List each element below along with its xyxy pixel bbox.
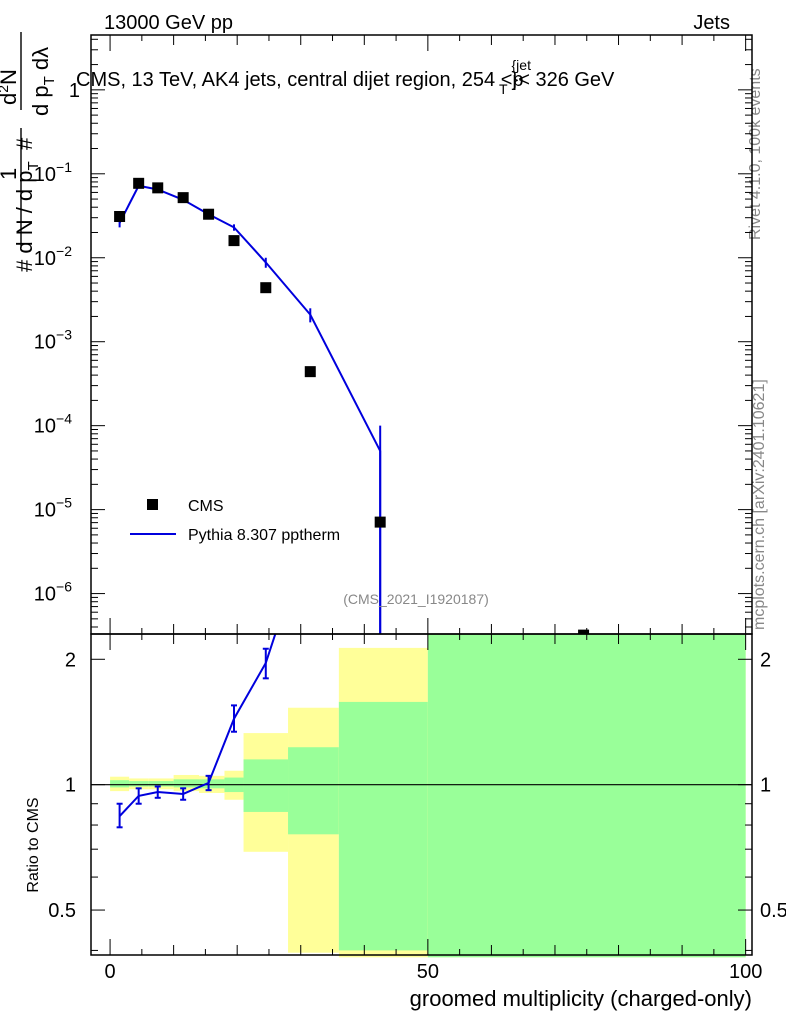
main-ylabel: # d N / d pT 1 # d2N d pT dλ <box>0 32 58 272</box>
ratio-frame <box>90 633 753 956</box>
ylabel-sup2: 2 <box>0 85 11 93</box>
legend-cms-label: CMS <box>188 498 224 515</box>
legend: CMS Pythia 8.307 pptherm <box>130 498 340 544</box>
main-ytick-label: 10−1 <box>34 159 72 186</box>
header-left: 13000 GeV pp <box>104 12 233 34</box>
main-ytick-exp: −6 <box>56 579 72 595</box>
cms-data-point <box>260 282 272 294</box>
title-pre: CMS, 13 TeV, AK4 jets, central dijet reg… <box>76 69 524 91</box>
svg-text:d pT dλ: d pT dλ <box>28 47 58 116</box>
main-ytick-exp: −4 <box>56 411 72 427</box>
xtick-label: 100 <box>729 961 762 983</box>
ylabel-hash2: # <box>12 137 37 150</box>
main-ytick-label: 10−3 <box>34 327 72 354</box>
ratio-band-stat <box>199 779 225 789</box>
ratio-ytick-label-left: 0.5 <box>48 900 76 922</box>
main-ytick-base: 10 <box>34 416 56 438</box>
ratio-band-stat <box>110 780 130 788</box>
main-ytick-label: 10−6 <box>34 579 72 606</box>
analysis-watermark: (CMS_2021_I1920187) <box>343 591 489 607</box>
pythia-line <box>118 184 382 634</box>
cms-data-point <box>203 208 215 220</box>
main-ytick-exp: −2 <box>56 243 72 259</box>
main-ytick-base: 10 <box>34 500 56 522</box>
main-ytick-base: 10 <box>34 248 56 270</box>
cms-data-point <box>374 516 386 528</box>
legend-cms-marker <box>147 499 158 510</box>
cms-data-point <box>177 192 189 204</box>
main-ytick-base: 10 <box>34 164 56 186</box>
plot-title: CMS, 13 TeV, AK4 jets, central dijet reg… <box>76 57 615 97</box>
ylabel-one: 1 <box>0 168 21 180</box>
cms-data-point <box>133 177 145 189</box>
main-ytick-label: 10−2 <box>34 243 72 270</box>
title-sup: {jet <box>512 57 532 73</box>
axes-layer: 110−110−210−310−410−510−62 21 10.5 0.50 50 10… <box>34 34 786 983</box>
ylabel-dlambda: dλ <box>28 47 53 76</box>
legend-pythia-label: Pythia 8.307 pptherm <box>188 527 340 544</box>
ylabel-dpt: d p <box>28 85 53 116</box>
main-ytick-exp: −1 <box>56 159 72 175</box>
ratio-ytick-label-right: 0.5 <box>760 900 786 922</box>
main-ytick-label: 10−4 <box>34 411 72 438</box>
ratio-band-stat <box>288 747 339 835</box>
ratio-ytick-label-right: 1 <box>760 775 771 797</box>
ratio-ylabel: Ratio to CMS <box>25 797 42 892</box>
title-sub: T <box>499 81 508 97</box>
svg-text:#: # <box>12 137 37 150</box>
main-ytick-base: 10 <box>34 332 56 354</box>
main-ytick-label: 1 <box>69 80 80 102</box>
cms-data-point <box>228 235 240 247</box>
mcplots-label: mcplots.cern.ch [arXiv:2401.10621] <box>751 379 768 630</box>
ratio-band-stat <box>338 701 428 951</box>
ylabel-hash: # <box>12 254 37 272</box>
cms-data-point <box>152 182 164 194</box>
cms-data-point <box>114 211 126 223</box>
ratio-band-stat <box>427 634 746 958</box>
ratio-ytick-label-left: 1 <box>65 775 76 797</box>
ratio-band-stat <box>129 781 149 787</box>
cms-data-point <box>304 366 316 378</box>
ratio-band-stat <box>173 779 200 788</box>
header-right: Jets <box>693 12 730 34</box>
ylabel-d2: d <box>0 93 21 105</box>
ylabel-n: N <box>0 69 21 85</box>
ratio-panel <box>91 633 752 958</box>
xtick-label: 50 <box>417 961 439 983</box>
ratio-ytick-label-right: 2 <box>760 649 771 671</box>
xtick-label: 0 <box>105 961 116 983</box>
ratio-pythia-line <box>118 633 277 817</box>
svg-text:d2N: d2N <box>0 69 21 105</box>
ylabel-dn: d N / d p <box>12 170 37 253</box>
ratio-band-stat <box>148 781 174 787</box>
title-post: }< 326 GeV <box>512 69 616 91</box>
main-ytick-base: 10 <box>34 584 56 606</box>
ratio-band-stat <box>243 759 289 812</box>
main-ytick-base: 1 <box>69 80 80 102</box>
x-axis-label: groomed multiplicity (charged-only) <box>410 986 752 1011</box>
main-panel <box>114 177 590 641</box>
main-ytick-exp: −3 <box>56 327 72 343</box>
svg-text:# d N / d pT: # d N / d pT <box>12 161 42 272</box>
main-ytick-label: 10−5 <box>34 495 72 522</box>
main-frame <box>90 34 753 635</box>
ylabel-dpt-sub: T <box>41 76 58 85</box>
ratio-ytick-label-left: 2 <box>65 649 76 671</box>
ylabel-dn-sub: T <box>25 161 42 170</box>
main-ytick-exp: −5 <box>56 495 72 511</box>
